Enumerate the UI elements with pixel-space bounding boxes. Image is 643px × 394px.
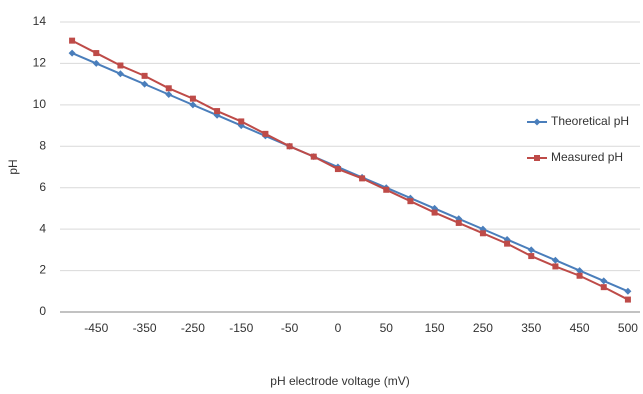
data-point [69,37,76,44]
data-point [262,130,269,137]
y-tick-label: 6 [39,180,46,194]
y-tick-label: 8 [39,138,46,152]
data-point [600,277,608,285]
legend-label: Measured pH [551,150,623,164]
data-point [624,287,632,295]
data-point [238,118,245,125]
x-tick-label: 0 [335,321,342,335]
x-tick-label: 250 [473,321,493,335]
data-point [533,118,541,126]
legend-label: Theoretical pH [551,114,629,128]
data-point [189,101,197,109]
data-point [286,143,293,150]
data-point [551,256,559,264]
x-tick-label: -350 [133,321,157,335]
data-point [214,108,221,115]
data-point [455,219,462,226]
y-tick-label: 0 [39,304,46,318]
data-point [165,91,173,98]
data-point [504,240,511,247]
data-point [189,95,196,102]
data-point [534,155,540,161]
x-tick-label: -150 [229,321,253,335]
data-point [383,186,390,193]
x-tick-label: -50 [281,321,299,335]
data-point [527,246,535,254]
x-tick-label: 150 [425,321,445,335]
data-point [92,59,100,67]
data-point [431,209,438,216]
y-axis-title: pH [6,159,20,174]
data-point [93,50,100,57]
data-point [334,166,341,173]
series-line [71,52,629,293]
series-line [71,39,629,301]
x-tick-label: -450 [84,321,108,335]
data-point [576,272,583,279]
x-axis-title: pH electrode voltage (mV) [270,374,409,388]
data-point [576,267,584,275]
data-point [528,253,535,260]
data-point [552,263,559,270]
data-point [600,284,607,291]
data-point [141,72,148,79]
data-point [624,296,631,303]
data-point [68,49,76,57]
y-tick-label: 10 [33,97,47,111]
x-tick-label: 350 [521,321,541,335]
data-point [117,62,124,69]
data-point [141,80,149,88]
x-tick-label: 50 [380,321,394,335]
x-tick-label: 450 [570,321,590,335]
data-point [479,230,486,237]
data-point [310,153,317,160]
data-point [407,198,414,205]
data-point [165,85,172,92]
y-tick-label: 12 [33,56,47,70]
y-tick-label: 4 [39,221,46,235]
data-point [359,175,366,182]
y-tick-label: 2 [39,263,46,277]
data-point [116,70,124,78]
y-tick-label: 14 [33,14,47,28]
x-tick-label: 500 [618,321,638,335]
x-tick-label: -250 [181,321,205,335]
